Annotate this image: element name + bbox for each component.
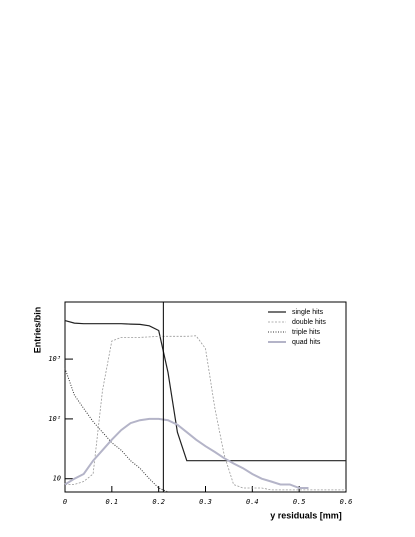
legend-label: triple hits: [292, 329, 321, 336]
y-axis-label: Entries/bin: [32, 307, 42, 354]
series-line: [64, 417, 309, 489]
x-axis-label: y residuals [mm]: [270, 510, 342, 520]
x-tick-label: 0: [63, 498, 67, 506]
x-tick-label: 0.1: [106, 498, 119, 506]
x-tick-label: 0.3: [199, 498, 212, 506]
x-tick-label: 0.2: [152, 498, 165, 506]
legend-label: single hits: [292, 309, 324, 316]
y-tick-label: 10: [53, 475, 61, 483]
series-line: [65, 335, 346, 491]
series-line: [64, 368, 169, 493]
legend-label: quad hits: [292, 339, 321, 346]
x-tick-label: 0.6: [340, 498, 353, 506]
x-tick-label: 0.4: [246, 498, 259, 506]
series-line: [64, 320, 346, 462]
legend-label: double hits: [292, 319, 326, 326]
y-tick-label: 10²: [48, 415, 61, 423]
x-tick-label: 0.5: [293, 498, 306, 506]
y-tick-label: 10³: [48, 355, 61, 363]
